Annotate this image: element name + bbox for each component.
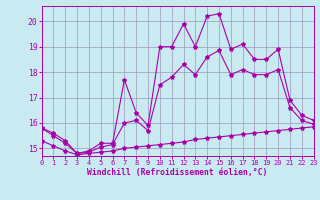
X-axis label: Windchill (Refroidissement éolien,°C): Windchill (Refroidissement éolien,°C) — [87, 168, 268, 177]
